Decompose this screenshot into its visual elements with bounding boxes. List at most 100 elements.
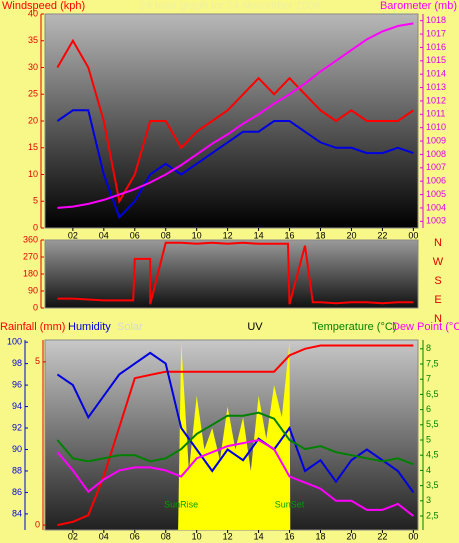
y-tick-label: 1015 [426,55,446,65]
x-tick-label: 14 [254,531,264,541]
x-tick-label: 20 [346,531,356,541]
series-label: Solar [117,321,143,333]
y-tick-label: 2,5 [426,510,439,520]
series-label: Rainfall (mm) [0,321,65,333]
x-tick-label: 10 [192,230,202,240]
direction-label: E [434,294,441,306]
y-tick-label: 360 [23,234,38,244]
x-tick-label: 14 [254,230,264,240]
x-tick-label: 12 [223,230,233,240]
y-tick-label: 96 [12,379,22,389]
y-tick-label: 3,5 [426,480,439,490]
series-line [57,241,414,305]
y-tick-label: 10 [28,169,38,179]
annotation: SunSet [275,499,305,509]
series-line [56,351,415,493]
y-tick-label: 0 [33,302,38,312]
direction-label: N [434,237,442,249]
y-tick-label: 1017 [426,28,446,38]
y-tick-label: 88 [12,465,22,475]
y-tick-label: 84 [12,508,22,518]
series-line [56,109,414,220]
y-tick-label: 92 [12,422,22,432]
series-label: Humidity [68,321,111,333]
y-tick-label: 1011 [426,109,445,119]
y-tick-label: 5 [35,356,40,366]
y-tick-label: 1009 [426,135,446,145]
y-tick-label: 40 [28,8,38,18]
y-tick-label: 180 [23,268,38,278]
y-tick-label: 1006 [426,176,446,186]
x-tick-label: 04 [99,531,109,541]
y-tick-label: 35 [28,35,38,45]
x-tick-label: 06 [130,531,140,541]
plot-background [44,13,419,229]
y-tick-label: 98 [12,358,22,368]
x-tick-label: 16 [285,230,295,240]
y-tick-label: 1004 [426,202,446,212]
y-tick-label: 100 [7,337,22,347]
plot-background [44,239,419,309]
series-label: Windspeed (kph) [2,0,85,12]
x-tick-label: 22 [377,230,387,240]
x-tick-label: 18 [315,531,325,541]
y-tick-label: 30 [28,62,38,72]
y-tick-label: 15 [28,142,38,152]
y-tick-label: 1003 [426,216,446,226]
y-tick-label: 94 [12,401,22,411]
y-tick-label: 5 [33,196,38,206]
series-label: Temperature (°C) [312,321,396,333]
series-line [56,438,415,517]
series-line [57,344,414,527]
series-line [57,22,414,209]
series-line [56,38,414,205]
y-tick-label: 1018 [426,15,446,25]
y-tick-label: 1007 [426,162,446,172]
x-tick-label: 12 [223,531,233,541]
y-tick-label: 1014 [426,69,446,79]
y-tick-label: 6 [426,404,431,414]
y-tick-label: 20 [28,115,38,125]
y-tick-label: 90 [28,285,38,295]
direction-label: W [433,256,444,268]
x-tick-label: 02 [68,531,78,541]
x-tick-label: 08 [161,230,171,240]
series-line [56,411,414,466]
x-tick-label: 02 [68,230,78,240]
x-tick-label: 20 [346,230,356,240]
x-tick-label: 08 [161,531,171,541]
series-label: Dew Point (°C) [392,321,459,333]
y-tick-label: 1016 [426,42,446,52]
y-tick-label: 1005 [426,189,446,199]
x-tick-label: 18 [315,230,325,240]
y-tick-label: 1010 [426,122,446,132]
y-tick-label: 8 [426,343,431,353]
y-tick-label: 1012 [426,95,446,105]
y-tick-label: 270 [23,251,38,261]
x-tick-label: 10 [192,531,202,541]
y-tick-label: 6,5 [426,389,439,399]
y-tick-label: 7 [426,374,431,384]
x-tick-label: 06 [130,230,140,240]
y-tick-label: 1013 [426,82,446,92]
y-tick-label: 5,5 [426,419,439,429]
y-tick-label: 4,5 [426,450,439,460]
series-label: Barometer (mb) [380,0,457,12]
y-tick-label: 3 [426,495,431,505]
y-tick-label: 4 [426,465,431,475]
chart-title: 24 hour graph for 24 November 2008 [139,0,320,12]
solar-area [178,342,291,530]
y-tick-label: 0 [33,222,38,232]
x-tick-label: 00 [408,531,418,541]
annotation: SunRise [164,499,198,509]
y-tick-label: 86 [12,487,22,497]
y-tick-label: 5 [426,434,431,444]
x-tick-label: 16 [285,531,295,541]
y-tick-label: 7,5 [426,358,439,368]
y-tick-label: 0 [35,519,40,529]
direction-label: N [434,313,442,325]
direction-label: S [434,275,441,287]
y-tick-label: 25 [28,89,38,99]
y-tick-label: 1008 [426,149,446,159]
